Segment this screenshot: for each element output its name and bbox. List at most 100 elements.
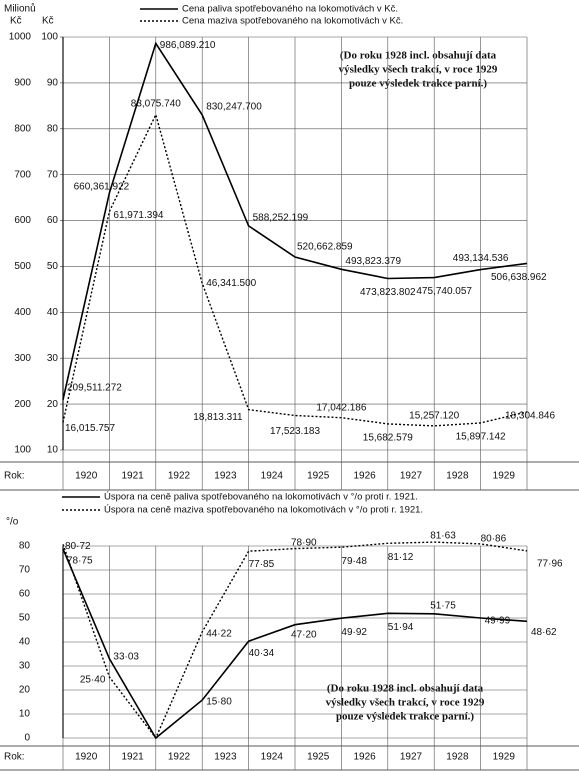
data-label: 493,823.379 — [345, 256, 401, 267]
y2-tick-label: 40 — [47, 307, 59, 318]
y2-tick-label: 100 — [41, 32, 58, 43]
data-label: 17,042.186 — [316, 402, 366, 413]
data-label: 46,341.500 — [206, 278, 256, 289]
y-tick-label: 60 — [19, 589, 31, 600]
data-label: 493,134.536 — [453, 253, 509, 264]
y-axis-label: Kč — [10, 16, 22, 27]
data-label: 33·03 — [113, 651, 139, 662]
x-axis-label: Rok: — [4, 752, 25, 763]
data-label: 49·92 — [341, 627, 367, 638]
annotation: pouze výsledek trakce parní.) — [336, 711, 474, 723]
annotation: (Do roku 1928 incl. obsahují data — [327, 683, 484, 695]
data-label: 25·40 — [80, 675, 106, 686]
data-label: 18,304.846 — [505, 411, 555, 422]
y-tick-label: 30 — [19, 661, 31, 672]
data-label: 588,252.199 — [253, 213, 309, 224]
y-tick-label: 100 — [14, 445, 31, 456]
y-tick-label: 0 — [24, 733, 30, 744]
data-label: 209,511.272 — [67, 382, 122, 393]
y-tick-label: 900 — [14, 78, 31, 89]
data-label: 473,823.802 — [360, 287, 416, 298]
data-label: 506,638.962 — [491, 272, 547, 283]
y2-axis-label: Kč — [42, 16, 54, 27]
x-tick-label: 1925 — [307, 471, 330, 482]
y-tick-label: 70 — [19, 565, 31, 576]
y-tick-label: 400 — [14, 307, 31, 318]
data-label: 51·94 — [388, 622, 414, 633]
data-label: 986,089.210 — [160, 40, 216, 51]
y-tick-label: 20 — [19, 685, 31, 696]
y-axis-label: Milionů — [4, 3, 36, 15]
data-label: 15,682.579 — [363, 433, 413, 444]
series-line — [62, 548, 528, 740]
y-tick-label: 800 — [14, 123, 31, 134]
data-label: 83,075.740 — [131, 98, 181, 109]
y-tick-label: 10 — [19, 709, 31, 720]
y2-tick-label: 80 — [47, 123, 59, 134]
x-tick-label: 1922 — [168, 752, 191, 763]
y2-tick-label: 90 — [47, 78, 59, 89]
data-label: 15,257.120 — [409, 411, 459, 422]
data-label: 47·20 — [291, 629, 317, 640]
x-tick-label: 1922 — [168, 471, 191, 482]
x-tick-label: 1924 — [261, 471, 284, 482]
x-tick-label: 1924 — [261, 752, 284, 763]
y2-tick-label: 60 — [47, 215, 59, 226]
data-label: 77·96 — [537, 559, 563, 570]
y-tick-label: 40 — [19, 637, 31, 648]
legend-label: Cena paliva spotřebovaného na lokomotivá… — [182, 4, 398, 15]
data-label: 520,662.859 — [297, 242, 353, 253]
x-tick-label: 1927 — [400, 752, 423, 763]
data-label: 61,971.394 — [113, 210, 163, 221]
y2-tick-label: 50 — [47, 261, 59, 272]
x-tick-label: 1926 — [353, 471, 376, 482]
data-label: 49·99 — [485, 616, 511, 627]
legend-label: Úspora na ceně maziva spotřebovaného na … — [104, 505, 423, 516]
y2-tick-label: 70 — [47, 169, 59, 180]
x-tick-label: 1920 — [75, 471, 98, 482]
y-tick-label: 600 — [14, 215, 31, 226]
x-tick-label: 1928 — [446, 752, 469, 763]
data-label: 78·90 — [291, 537, 317, 548]
data-label: 79·48 — [341, 556, 367, 567]
y2-tick-label: 20 — [47, 399, 59, 410]
data-label: 830,247.700 — [206, 102, 262, 113]
data-label: 80·86 — [481, 534, 507, 545]
y-tick-label: 200 — [14, 399, 31, 410]
x-tick-label: 1929 — [493, 752, 516, 763]
x-tick-label: 1923 — [214, 471, 237, 482]
y-tick-label: 300 — [14, 353, 31, 364]
data-label: 51·75 — [430, 600, 456, 611]
x-tick-label: 1925 — [307, 752, 330, 763]
x-tick-label: 1921 — [121, 471, 144, 482]
annotation: výsledky všech trakcí, v roce 1929 — [326, 697, 485, 709]
data-label: 44·22 — [206, 629, 232, 640]
data-label: 16,015.757 — [65, 423, 115, 434]
y-tick-label: 500 — [14, 261, 31, 272]
series-line — [62, 541, 528, 740]
x-tick-label: 1920 — [75, 752, 98, 763]
x-tick-label: 1923 — [214, 752, 237, 763]
data-label: 81·12 — [388, 552, 414, 563]
legend-label: Úspora na ceně paliva spotřebovaného na … — [104, 492, 418, 503]
y2-tick-label: 10 — [47, 445, 59, 456]
series-line — [62, 41, 528, 400]
y2-tick-label: 30 — [47, 353, 59, 364]
data-label: 77·85 — [249, 559, 275, 570]
x-tick-label: 1929 — [493, 471, 516, 482]
annotation: pouze výsledek trakce parní.) — [349, 78, 487, 90]
x-tick-label: 1928 — [446, 471, 469, 482]
data-label: 15·80 — [206, 697, 232, 708]
data-label: 40·34 — [249, 648, 275, 659]
data-label: 81·63 — [430, 531, 456, 542]
x-tick-label: 1926 — [353, 752, 376, 763]
legend-label: Cena maziva spotřebovaného na lokomotivá… — [182, 16, 403, 27]
x-tick-label: 1921 — [121, 752, 144, 763]
data-label: 18,813.311 — [193, 412, 243, 423]
y-axis-label: °/o — [6, 517, 19, 528]
y-tick-label: 80 — [19, 541, 31, 552]
y-tick-label: 50 — [19, 613, 31, 624]
y-tick-label: 1000 — [9, 32, 32, 43]
data-label: 80·72 — [65, 541, 91, 552]
annotation: (Do roku 1928 incl. obsahují data — [340, 50, 497, 62]
